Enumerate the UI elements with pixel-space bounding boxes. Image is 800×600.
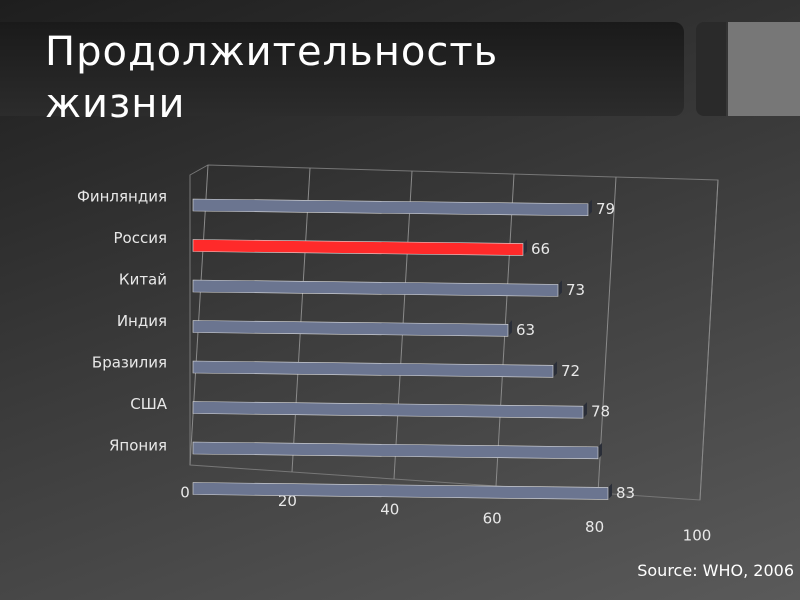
bar	[192, 482, 609, 500]
value-label: 78	[591, 403, 610, 421]
value-label: 63	[516, 321, 535, 339]
source: Source: WHO, 2006	[637, 561, 794, 580]
title: Продолжительность жизни	[45, 29, 499, 127]
value-label: 66	[531, 240, 550, 258]
y-tick-label: Россия	[114, 229, 168, 247]
grid-line	[597, 176, 617, 494]
grid-line	[291, 167, 311, 473]
bar	[192, 279, 559, 297]
bar	[192, 198, 589, 217]
grid-line	[189, 164, 209, 466]
decoration	[696, 22, 726, 116]
x-tick-label: 20	[278, 492, 297, 510]
bar	[192, 441, 599, 460]
bar	[192, 239, 524, 256]
y-tick-label: Китай	[119, 271, 167, 289]
y-tick-label: Индия	[117, 312, 167, 330]
bar	[192, 360, 554, 378]
x-tick-label: 0	[180, 484, 190, 502]
decoration	[728, 22, 800, 116]
y-tick-label: Япония	[109, 437, 167, 455]
x-tick-label: 80	[585, 518, 604, 536]
bar	[192, 320, 509, 337]
x-tick-label: 100	[683, 527, 712, 545]
grid-line	[699, 179, 719, 501]
y-tick-label: Бразилия	[92, 354, 167, 372]
bar	[192, 401, 584, 419]
y-tick-label: Финляндия	[77, 188, 167, 206]
value-label: 83	[616, 484, 635, 502]
x-tick-label: 60	[483, 509, 502, 527]
value-label: 73	[566, 281, 585, 299]
value-label: 72	[561, 362, 580, 380]
y-tick-label: США	[130, 395, 168, 413]
title-box: Продолжительность жизни	[0, 22, 684, 127]
value-label: 79	[596, 200, 615, 218]
x-tick-label: 40	[380, 501, 399, 519]
